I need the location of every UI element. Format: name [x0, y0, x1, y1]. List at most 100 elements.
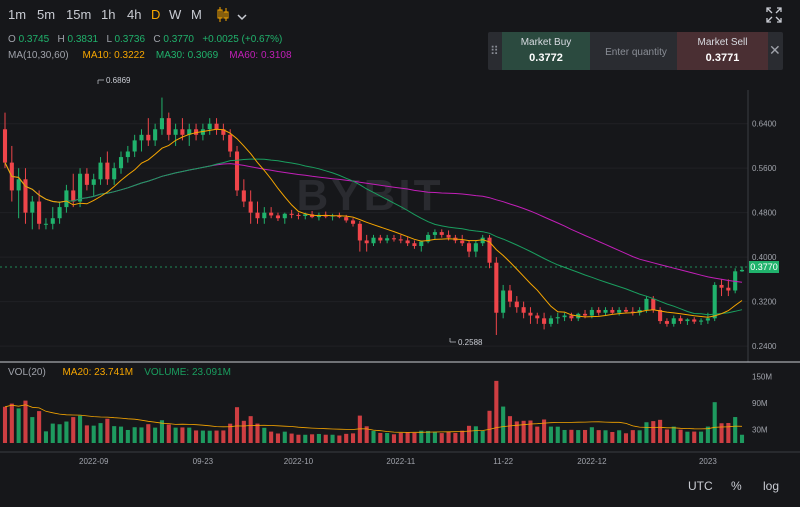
candle-body	[357, 223, 362, 241]
candle-body	[658, 309, 663, 322]
volume-bar	[43, 431, 48, 443]
candle-body	[385, 238, 390, 241]
volume-bar	[664, 429, 669, 443]
candle-body	[262, 212, 267, 219]
candle-body	[303, 214, 308, 216]
volume-bar	[16, 408, 21, 443]
volume-legend-label: VOL(20)	[8, 367, 46, 378]
volume-bar	[98, 423, 103, 443]
close-value: 0.3770	[163, 34, 194, 45]
candle-body	[9, 162, 14, 191]
ohlc-legend: O 0.3745 H 0.3831 L 0.3736 C 0.3770 +0.0…	[8, 34, 282, 45]
volume-bar	[207, 430, 212, 443]
timeframe-4h[interactable]: 4h	[127, 7, 142, 22]
candle-body	[617, 309, 622, 313]
volume-bar	[310, 434, 315, 443]
low-annotation: 0.2588	[449, 338, 483, 347]
ma30-line	[4, 158, 743, 316]
candle-body	[528, 312, 533, 316]
volume-bar	[705, 426, 710, 443]
volume-bar	[173, 427, 178, 443]
volume-bar	[275, 433, 281, 443]
candle-body	[630, 311, 635, 313]
ma-legend: MA(10,30,60) MA10: 0.3222 MA30: 0.3069 M…	[8, 50, 292, 61]
volume-bar	[125, 429, 130, 443]
timeframe-d[interactable]: D	[151, 7, 161, 22]
candle-body	[2, 129, 8, 163]
volume-bar	[330, 434, 335, 443]
volume-bar	[460, 430, 465, 443]
candle-body	[719, 284, 724, 288]
volume-tick-label: 150M	[752, 372, 772, 381]
low-label: L	[106, 34, 112, 45]
volume-ma20-line	[4, 404, 743, 433]
candle-body	[453, 237, 458, 241]
ma60-value: MA60: 0.3108	[229, 50, 292, 61]
candle-body	[378, 237, 383, 241]
market-buy-button[interactable]: Market Buy 0.3772	[502, 32, 590, 70]
volume-bar	[84, 425, 89, 443]
price-tick-label: 0.3200	[752, 298, 777, 307]
candle-body	[699, 320, 704, 322]
timezone-utc-button[interactable]: UTC	[688, 479, 713, 493]
candle-body	[337, 215, 342, 218]
candle-body	[439, 232, 444, 235]
close-icon[interactable]: ✕	[769, 42, 781, 58]
low-annotation-label: 0.2588	[458, 338, 483, 347]
candle-body	[30, 201, 35, 213]
volume-bar	[535, 426, 540, 443]
timeframe-1h[interactable]: 1h	[101, 7, 116, 22]
timeframe-m[interactable]: M	[191, 7, 202, 22]
market-sell-button[interactable]: Market Sell 0.3771	[677, 32, 768, 70]
drag-handle-icon[interactable]: ⠿	[490, 44, 499, 58]
timeframe-5m[interactable]: 5m	[37, 7, 56, 22]
volume-bar	[187, 427, 192, 443]
candlestick-icon[interactable]	[216, 6, 230, 28]
market-sell-label: Market Sell	[697, 37, 748, 48]
volume-bar	[719, 423, 724, 443]
candle-body	[43, 223, 48, 225]
volume-bar	[712, 402, 717, 443]
volume-bar	[255, 423, 260, 443]
candle-body	[112, 168, 117, 180]
volume-tick-label: 30M	[752, 426, 768, 435]
volume-bar	[64, 421, 69, 443]
quantity-input[interactable]	[592, 32, 680, 72]
chevron-down-icon[interactable]	[236, 9, 248, 27]
candle-body	[98, 162, 103, 180]
high-label: H	[57, 34, 65, 45]
high-annotation: 0.6869	[97, 76, 131, 85]
timeframe-15m[interactable]: 15m	[66, 7, 92, 22]
volume-bar	[501, 406, 506, 443]
volume-bar	[364, 426, 369, 443]
candle-body	[391, 238, 397, 240]
high-annotation-label: 0.6869	[106, 76, 131, 85]
volume-bar	[453, 432, 458, 443]
candle-body	[487, 237, 492, 263]
low-value: 0.3736	[114, 34, 146, 45]
volume-tick-label: 90M	[752, 399, 768, 408]
volume-bar	[391, 434, 397, 443]
timeframe-1m[interactable]: 1m	[8, 7, 27, 22]
timeframe-w[interactable]: W	[169, 7, 182, 22]
volume-bar	[678, 429, 683, 443]
fullscreen-icon[interactable]	[766, 7, 782, 28]
volume-bar	[221, 430, 226, 443]
candle-body	[623, 309, 629, 312]
candle-body	[535, 315, 540, 319]
volume-bar	[582, 429, 588, 443]
volume-bar	[739, 434, 745, 443]
percent-scale-button[interactable]: %	[731, 479, 742, 493]
date-tick-label: 2022-12	[577, 457, 607, 466]
ma10-line	[4, 128, 743, 318]
candle-body	[269, 212, 274, 216]
log-scale-button[interactable]: log	[763, 479, 780, 493]
volume-bar	[439, 433, 444, 443]
price-tick-label: 0.2400	[752, 342, 777, 351]
candle-body	[275, 215, 281, 219]
ma60-line	[4, 162, 743, 283]
candle-body	[419, 241, 424, 247]
candle-body	[64, 190, 69, 208]
open-value: 0.3745	[18, 34, 50, 45]
